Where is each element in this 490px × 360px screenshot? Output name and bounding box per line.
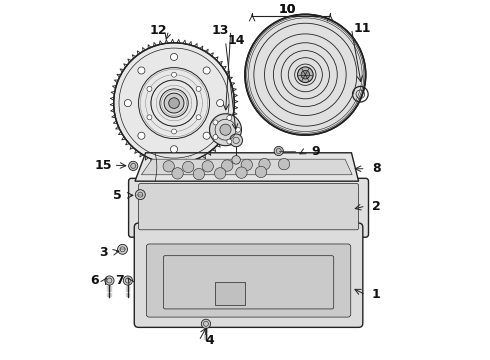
Circle shape [245,14,366,135]
Circle shape [236,167,247,178]
Text: 12: 12 [149,24,167,37]
Circle shape [124,100,131,107]
Text: 9: 9 [312,144,320,158]
Circle shape [259,158,270,170]
Bar [215,282,245,305]
Circle shape [255,166,267,177]
Circle shape [215,168,226,179]
Text: 3: 3 [99,246,107,258]
Circle shape [163,161,174,172]
Circle shape [201,319,211,328]
Text: 2: 2 [372,199,381,212]
Text: 8: 8 [372,162,381,175]
Circle shape [172,72,176,77]
Circle shape [274,147,283,156]
Circle shape [147,86,152,91]
Circle shape [171,146,177,153]
Text: 11: 11 [353,22,371,35]
Circle shape [210,114,242,146]
Text: 6: 6 [90,274,98,287]
Circle shape [169,98,179,108]
Text: 10: 10 [279,3,296,15]
Circle shape [147,115,152,120]
Circle shape [230,134,243,147]
Text: 7: 7 [115,274,123,287]
Polygon shape [135,153,359,181]
Circle shape [172,129,176,134]
Circle shape [171,53,177,60]
Circle shape [105,276,114,285]
Circle shape [128,161,138,171]
Text: 5: 5 [113,189,122,202]
Circle shape [217,100,224,107]
Circle shape [183,161,194,173]
Circle shape [221,160,233,171]
FancyBboxPatch shape [147,244,351,317]
FancyBboxPatch shape [134,223,363,327]
Circle shape [297,67,313,82]
Circle shape [193,168,204,180]
Circle shape [196,86,201,91]
Circle shape [236,127,241,132]
Circle shape [172,168,183,179]
Polygon shape [142,159,352,175]
Text: 13: 13 [212,24,229,37]
Circle shape [213,120,218,125]
FancyBboxPatch shape [139,184,359,230]
Circle shape [196,115,201,120]
Circle shape [114,43,234,163]
Text: 15: 15 [94,159,112,172]
Circle shape [213,135,218,140]
Circle shape [135,190,145,200]
Circle shape [220,124,231,135]
Circle shape [203,132,210,139]
Circle shape [301,71,310,79]
Circle shape [138,132,145,139]
Circle shape [202,161,214,172]
Circle shape [164,93,184,113]
Text: 14: 14 [227,35,245,48]
Circle shape [227,139,232,144]
Circle shape [227,116,232,120]
Circle shape [241,159,252,171]
Circle shape [203,67,210,74]
Circle shape [123,276,132,285]
Text: 4: 4 [205,334,214,347]
Text: 10: 10 [279,3,296,15]
Circle shape [278,158,290,170]
Text: 1: 1 [372,288,381,301]
Circle shape [232,156,241,164]
FancyBboxPatch shape [128,178,368,237]
Circle shape [138,67,145,74]
Circle shape [118,244,127,254]
